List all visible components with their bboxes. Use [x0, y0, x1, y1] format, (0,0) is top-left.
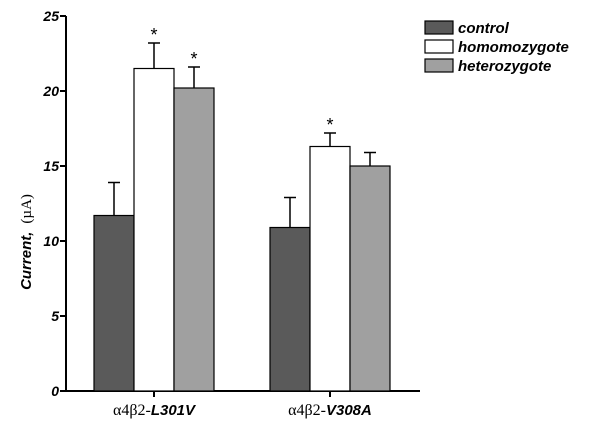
legend-label-control: control [458, 20, 510, 37]
y-axis: 0 5 10 15 20 25 [42, 8, 67, 399]
x-axis: α4β2-L301V α4β2-V308A [66, 390, 420, 419]
y-tick-label: 10 [43, 233, 59, 249]
significance-marker: * [150, 25, 157, 45]
bar-homomozygote [133, 67, 175, 392]
x-tick-label: α4β2-V308A [288, 402, 372, 419]
y-tick-label: 25 [42, 8, 59, 24]
x-tick-label-suffix: L301V [151, 402, 197, 419]
y-tick-label: 20 [42, 83, 59, 99]
legend-swatch-control [424, 20, 454, 35]
y-tick-label: 5 [51, 308, 59, 324]
y-axis-label-main: Current, [18, 232, 35, 290]
x-tick-label: α4β2-L301V [113, 402, 197, 419]
y-tick-label: 0 [51, 383, 59, 399]
bar-control [269, 226, 311, 392]
bar-control [93, 214, 135, 392]
x-tick-label-prefix: α4β2- [113, 402, 151, 419]
legend-label-homomozygote: homomozygote [458, 39, 569, 56]
legend: control homomozygote heterozygote [424, 20, 569, 75]
legend-label-heterozygote: heterozygote [458, 58, 551, 75]
bar-heterozygote [173, 87, 215, 392]
y-axis-label: Current, (µA) [18, 194, 35, 290]
x-tick-label-suffix: V308A [326, 402, 372, 419]
bar-homomozygote [309, 145, 351, 392]
bar-heterozygote [349, 165, 391, 392]
y-tick-label: 15 [43, 158, 59, 174]
bars: * * * [93, 25, 391, 392]
legend-swatch-heterozygote [424, 58, 454, 73]
significance-marker: * [326, 115, 333, 135]
y-axis-label-unit: (µA) [19, 194, 35, 223]
legend-swatch-homomozygote [424, 39, 454, 54]
significance-marker: * [190, 49, 197, 69]
x-tick-label-prefix: α4β2- [288, 402, 326, 419]
